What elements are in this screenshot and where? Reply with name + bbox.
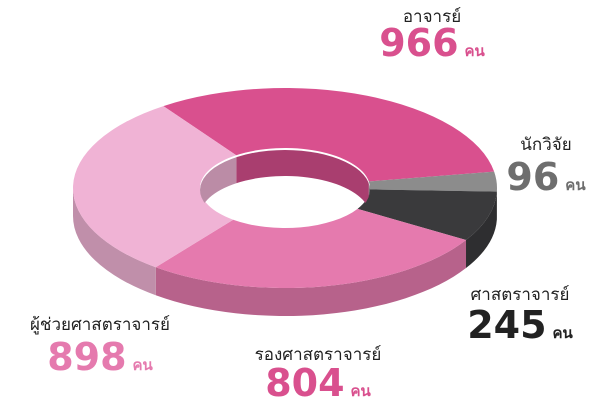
unit-label: คน [133, 356, 154, 374]
unit-label: คน [465, 42, 486, 60]
category-label: อาจารย์ [403, 7, 461, 27]
value-label-group: 966 คน [379, 21, 485, 65]
slice [73, 106, 237, 268]
category-label: ผู้ช่วยศาสตราจารย์ [30, 315, 170, 335]
slice [155, 208, 467, 288]
unit-label: คน [553, 324, 574, 342]
unit-label: คน [565, 176, 586, 194]
value-label-group: 804 คน [265, 361, 371, 405]
slice-side [155, 240, 467, 316]
category-label: นักวิจัย [520, 135, 571, 155]
value-label: 966 [379, 21, 458, 65]
slice [163, 87, 495, 182]
value-label-group: 898 คน [47, 335, 153, 379]
slice-side [73, 188, 156, 296]
value-label: 804 [265, 361, 344, 405]
value-label-group: 96 คน [506, 155, 586, 199]
category-label: ศาสตราจารย์ [470, 285, 569, 305]
slice [357, 189, 497, 241]
value-label: 898 [47, 335, 126, 379]
slice [368, 171, 498, 192]
category-label: รองศาสตราจารย์ [255, 345, 382, 365]
unit-label: คน [351, 382, 372, 400]
value-label-group: 245 คน [467, 303, 573, 347]
slice-side [466, 191, 497, 269]
value-label: 96 [506, 155, 559, 199]
slice-inner-side [236, 150, 369, 210]
value-label: 245 [467, 303, 546, 347]
